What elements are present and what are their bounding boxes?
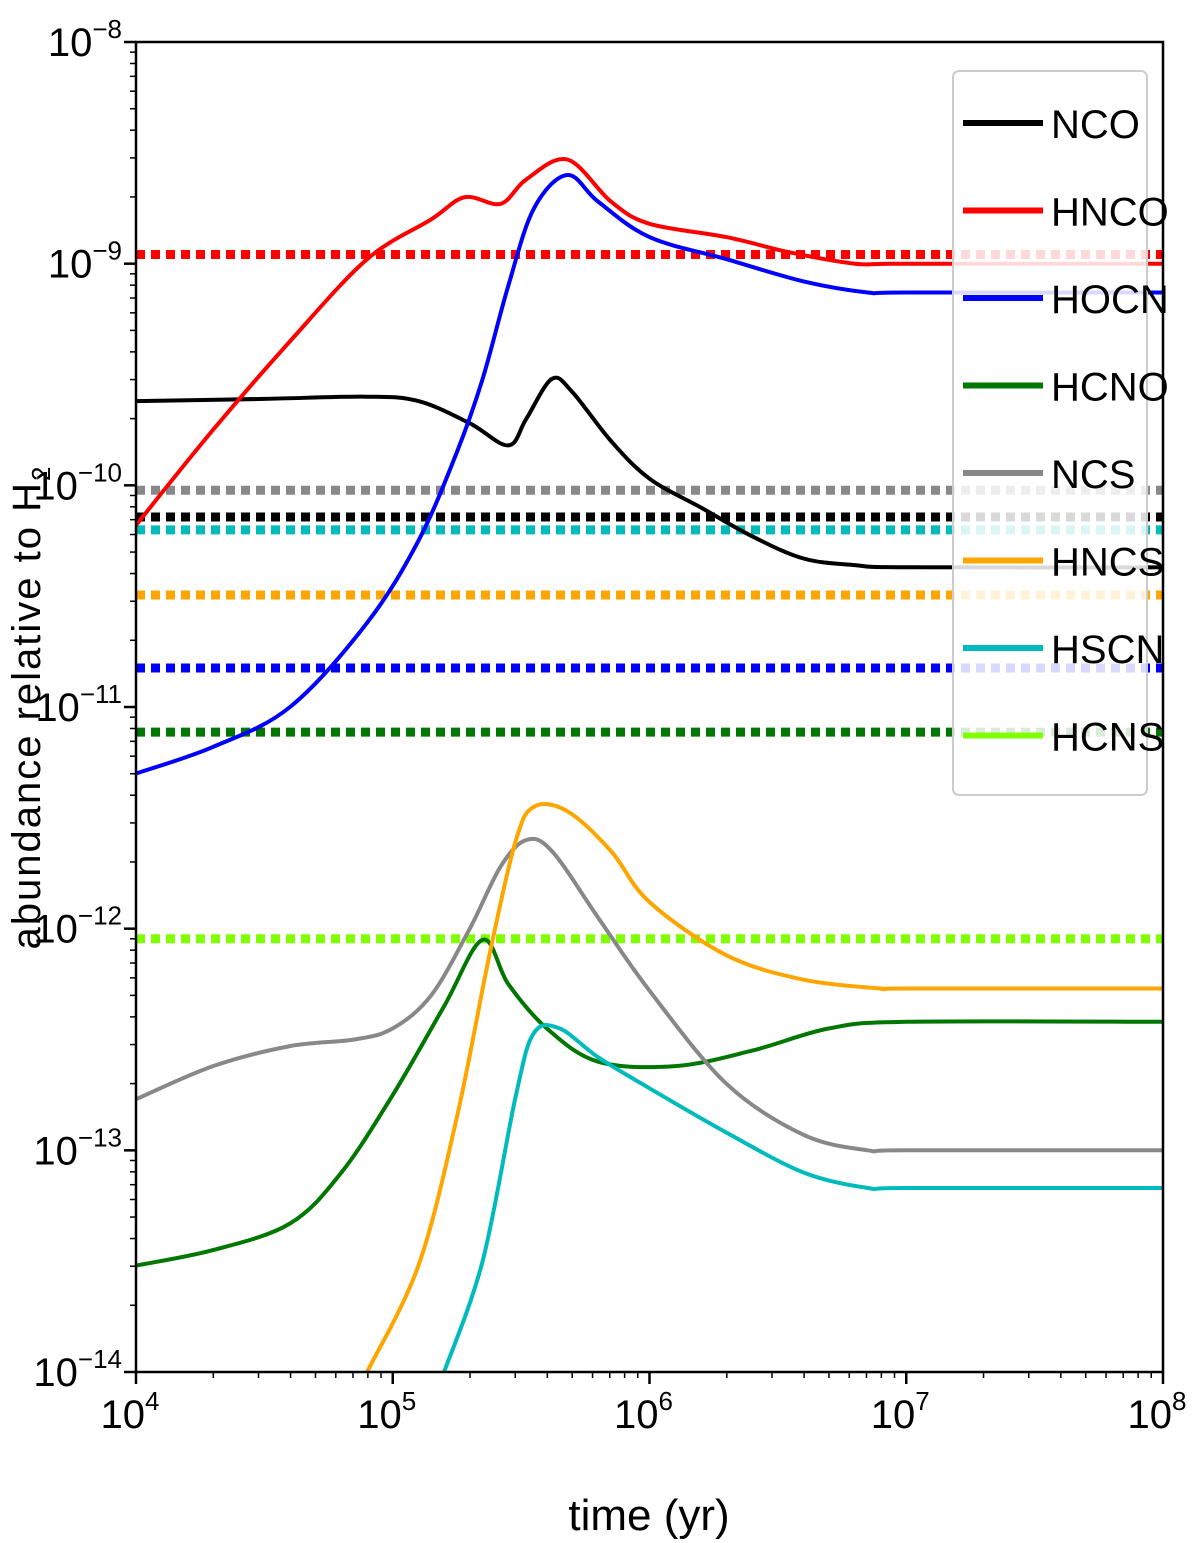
legend-label-nco: NCO bbox=[1051, 103, 1140, 147]
series-line-ncs bbox=[136, 836, 1163, 1154]
legend-box bbox=[952, 70, 1148, 796]
y-tick-label: 10−9 bbox=[48, 236, 122, 287]
x-tick-label: 104 bbox=[101, 1386, 160, 1437]
series-line-hcno bbox=[136, 937, 1163, 1268]
series-line-hncs bbox=[365, 802, 1163, 1372]
legend-label-hnco: HNCO bbox=[1051, 191, 1169, 235]
x-tick-label: 105 bbox=[357, 1386, 416, 1437]
y-tick-label: 10−8 bbox=[48, 14, 122, 65]
y-tick-label: 10−13 bbox=[33, 1122, 122, 1173]
legend-label-hcns: HCNS bbox=[1051, 716, 1164, 760]
x-tick-label: 107 bbox=[871, 1386, 930, 1437]
x-tick-label: 108 bbox=[1128, 1386, 1187, 1437]
legend-label-hscn: HSCN bbox=[1051, 628, 1164, 672]
y-tick-label: 10−14 bbox=[33, 1344, 122, 1395]
legend-label-hocn: HOCN bbox=[1051, 278, 1169, 322]
x-tick-label: 106 bbox=[614, 1386, 673, 1437]
legend-label-ncs: NCS bbox=[1051, 453, 1135, 497]
x-axis-label: time (yr) bbox=[568, 1491, 729, 1540]
y-tick-label: 10−12 bbox=[33, 901, 122, 952]
y-tick-label: 10−10 bbox=[33, 457, 122, 508]
y-axis-label-subscript: 2 bbox=[26, 465, 56, 481]
legend-label-hcno: HCNO bbox=[1051, 366, 1169, 410]
series-line-hscn bbox=[442, 1022, 1163, 1372]
y-axis-label: abundance relative to H2 bbox=[5, 465, 56, 950]
series-line-hnco bbox=[136, 156, 1163, 528]
legend-label-hncs: HNCS bbox=[1051, 541, 1164, 585]
y-tick-label: 10−11 bbox=[35, 679, 122, 730]
series-line-hocn bbox=[136, 173, 1163, 776]
series-line-nco bbox=[136, 375, 1163, 570]
